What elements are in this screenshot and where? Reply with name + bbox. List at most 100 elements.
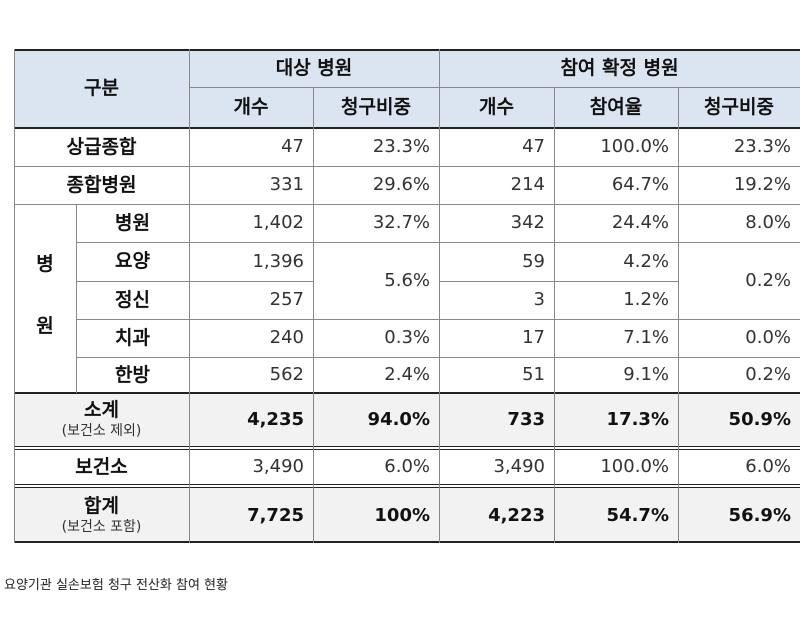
subtotal-note: (보건소 제외) [61,423,142,439]
health-center-rate: 100.0% [600,456,669,477]
subtotal-share: 94.0% [313,393,439,446]
rule-col [439,49,440,543]
rule-row [76,242,800,243]
total-label-text: 합계 [84,495,119,517]
header-col-count-text: 개수 [233,96,269,118]
total-rate: 54.7% [554,488,678,543]
rule-col-left [14,49,15,543]
health-center-count2: 3,490 [493,456,545,477]
cell-count2: 17 [522,327,545,348]
participation-table: 구분 대상 병원 참여 확정 병원 개수 청구비중 개수 참여율 청구비중 상급… [14,49,800,543]
subtotal-rate: 17.3% [554,393,678,446]
row-label: 상급종합 [66,135,137,158]
subtotal-label-text: 소계 [84,399,119,421]
cell-share2-merged: 0.2% [745,269,791,291]
cell-share: 29.6% [372,174,430,195]
header-col-share2-text: 청구비중 [704,96,774,118]
cell-share-merged: 5.6% [384,269,430,291]
cell-count: 257 [269,289,304,310]
rule-col [313,87,314,543]
cell-count: 1,396 [252,250,304,272]
total-share2: 56.9% [678,488,800,543]
table-caption: 요양기관 실손보험 청구 전산화 참여 현황 [4,578,228,593]
cell-rate: 7.1% [623,327,669,348]
cell-rate: 9.1% [623,364,669,385]
header-col-rate-text: 참여율 [589,96,643,118]
rule-col [554,87,555,543]
cell-share2: 0.2% [745,364,791,385]
rule-top [14,49,800,51]
group-label-hospital-bottom: 원 [36,314,54,337]
header-group-target-text: 대상 병원 [275,56,353,79]
health-center-share: 6.0% [384,456,430,477]
cell-count2: 342 [510,212,545,233]
rule-subtotal-bottom [14,446,800,450]
header-group-confirmed: 참여 확정 병원 [439,49,800,87]
rule-header-bottom [14,127,800,129]
rule-col-group [76,204,77,393]
subtotal-label: 소계 (보건소 제외) [14,393,189,446]
total-share: 100% [313,488,439,543]
cell-count: 240 [269,327,304,348]
header-col-share2: 청구비중 [678,87,800,128]
rule-total-top [14,484,800,488]
total-count: 7,725 [189,488,313,543]
rule-col [189,49,190,543]
rule-row [76,357,800,358]
subtotal-count2: 733 [439,393,554,446]
header-col-count2-text: 개수 [479,96,514,118]
cell-rate: 1.2% [623,289,669,310]
header-group-confirmed-text: 참여 확정 병원 [560,56,679,79]
rule-bottom [14,541,800,543]
header-col-rate: 참여율 [554,87,678,128]
cell-rate: 64.7% [611,174,669,195]
subtotal-share2: 50.9% [678,393,800,446]
rule-row [14,204,800,205]
cell-share2: 8.0% [745,212,791,233]
cell-rate: 4.2% [623,250,669,272]
row-label: 정신 [115,288,150,311]
header-category-text: 구분 [84,77,119,99]
total-label: 합계 (보건소 포함) [14,488,189,543]
health-center-label: 보건소 [75,455,128,478]
rule-row [76,319,800,320]
cell-count2: 3 [533,289,545,310]
rule-col [678,87,679,543]
cell-share: 0.3% [384,327,430,348]
rule-row [439,281,678,282]
cell-share2: 23.3% [733,136,791,157]
cell-count2: 59 [522,250,545,272]
row-label: 한방 [115,363,150,386]
cell-share: 2.4% [384,364,430,385]
total-count2: 4,223 [439,488,554,543]
cell-count: 562 [269,364,304,385]
header-category: 구분 [14,49,189,128]
total-note: (보건소 포함) [61,519,142,535]
cell-count: 47 [281,136,304,157]
rule-header-split [189,87,800,88]
cell-share: 23.3% [372,136,430,157]
cell-count: 1,402 [252,212,304,233]
cell-rate: 100.0% [600,136,669,157]
row-label: 종합병원 [66,173,137,196]
cell-rate: 24.4% [611,212,669,233]
header-col-share-text: 청구비중 [341,96,411,118]
rule-subtotal-top [14,392,800,394]
row-label: 병원 [115,211,150,234]
header-col-share: 청구비중 [313,87,439,128]
health-center-share2: 6.0% [745,456,791,477]
cell-share2: 19.2% [733,174,791,195]
row-label: 치과 [115,326,150,349]
cell-count: 331 [269,174,304,195]
cell-share2: 0.0% [745,327,791,348]
subtotal-count: 4,235 [189,393,313,446]
cell-count2: 47 [522,136,545,157]
header-col-count: 개수 [189,87,313,128]
row-label: 요양 [115,250,150,272]
rule-row [14,166,800,167]
header-group-target: 대상 병원 [189,49,439,87]
group-label-hospital-top: 병 [36,252,54,275]
header-col-count2: 개수 [439,87,554,128]
cell-count2: 214 [510,174,545,195]
cell-share: 32.7% [372,212,430,233]
